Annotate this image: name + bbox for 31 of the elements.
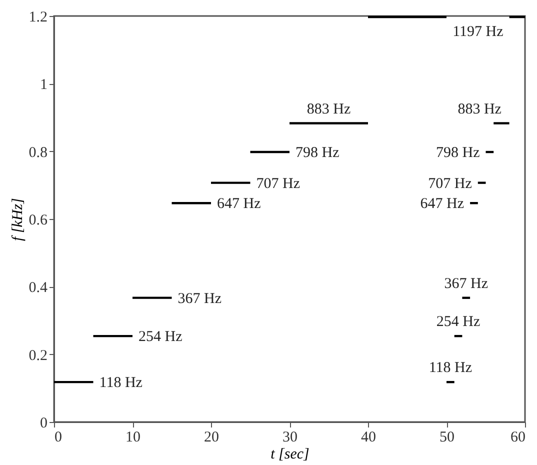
annotation: 367 Hz [444,276,488,292]
x-tick-label: 20 [204,430,219,446]
annotation: 883 Hz [458,101,502,118]
annotation: 798 Hz [436,145,480,162]
y-tick-label: 0.2 [28,348,48,364]
annotation: 254 Hz [436,314,480,330]
x-tick-label: 10 [126,430,140,446]
annotation: 118 Hz [99,375,143,392]
y-axis-title: f [kHz] [10,198,26,241]
x-tick-label: 0 [54,430,62,446]
y-tick-label: 1.2 [28,10,48,26]
y-tick-label: 1 [40,77,48,94]
x-tick-label: 60 [510,430,526,446]
y-tick-label: 0.6 [28,212,48,228]
annotation: 254 Hz [138,329,183,346]
x-axis-title: t [sec] [270,446,310,462]
annotation: 707 Hz [428,176,472,192]
annotation: 707 Hz [256,176,300,192]
annotation: 883 Hz [306,101,351,118]
annotation: 798 Hz [296,145,340,162]
annotation: 367 Hz [178,290,222,307]
x-tick-label: 50 [440,430,454,446]
x-tick-label: 40 [361,430,376,446]
annotation: 1197 Hz [452,24,504,40]
y-tick-label: 0.4 [28,280,48,296]
annotation: 647 Hz [420,196,464,212]
annotation: 647 Hz [217,196,262,212]
y-tick-label: 0.8 [28,144,48,161]
annotation: 118 Hz [428,360,472,376]
x-tick-label: 30 [282,430,298,446]
y-tick-label: 0 [40,416,48,432]
